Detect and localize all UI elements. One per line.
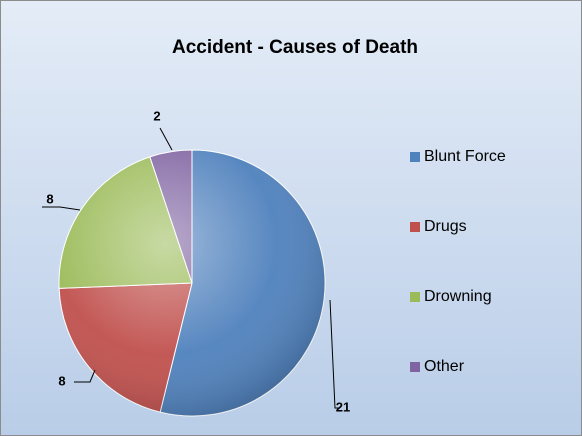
legend-swatch [410, 362, 420, 372]
legend-swatch [410, 222, 420, 232]
leader-line [159, 127, 173, 151]
legend-label: Blunt Force [424, 148, 506, 165]
data-label: 21 [336, 399, 350, 414]
legend: Blunt Force Drugs Drowning Other [410, 148, 506, 375]
data-label: 2 [153, 108, 160, 123]
legend-label: Drowning [424, 288, 492, 305]
leader-line [329, 299, 340, 409]
data-label: 8 [58, 373, 65, 388]
legend-label: Drugs [424, 218, 467, 235]
data-label: 8 [46, 191, 53, 206]
chart-title: Accident - Causes of Death [172, 37, 418, 58]
legend-swatch [410, 292, 420, 302]
legend-label: Other [424, 358, 465, 375]
legend-swatch [410, 152, 420, 162]
